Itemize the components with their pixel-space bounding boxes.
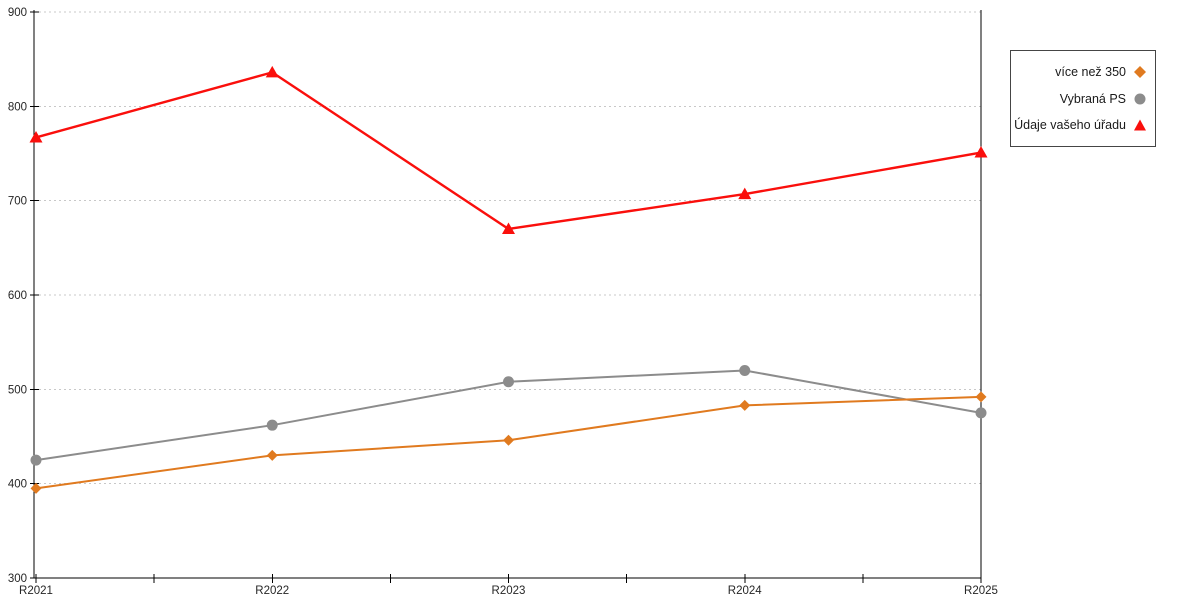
- legend-label: více než 350: [1055, 65, 1126, 79]
- y-tick-label: 600: [8, 290, 27, 302]
- legend: více než 350 Vybraná PS Údaje vašeho úřa…: [1010, 50, 1156, 147]
- y-tick-label: 500: [8, 384, 27, 396]
- x-tick-label: R2025: [964, 585, 998, 597]
- x-axis-ticks: R2021 R2022 R2023 R2024 R2025: [19, 574, 998, 597]
- y-axis-ticks: 300 400 500 600 700 800 900: [8, 7, 39, 585]
- y-tick-label: 300: [8, 573, 27, 585]
- diamond-marker-icon: [1133, 65, 1147, 79]
- y-tick-label: 700: [8, 196, 27, 208]
- legend-item-vice-nez-350: více než 350: [1017, 59, 1147, 85]
- circle-marker-icon: [1133, 92, 1147, 106]
- series-diamond: [30, 391, 987, 494]
- x-tick-label: R2023: [492, 585, 526, 597]
- axes: [33, 10, 982, 579]
- series-triangle: [29, 65, 988, 234]
- legend-label: Vybraná PS: [1059, 91, 1126, 106]
- legend-label: Údaje vašeho úřadu: [1014, 118, 1126, 132]
- legend-item-udaje-vaseho-uradu: Údaje vašeho úřadu: [1014, 112, 1147, 138]
- triangle-marker-icon: [1133, 118, 1147, 132]
- x-tick-label: R2021: [19, 585, 53, 597]
- legend-item-vybrana-ps: Vybraná PS: [1017, 86, 1147, 112]
- x-tick-label: R2022: [255, 585, 289, 597]
- y-tick-label: 800: [8, 101, 27, 113]
- x-tick-label: R2024: [728, 585, 762, 597]
- y-tick-label: 400: [8, 479, 27, 491]
- series-circle: [30, 364, 987, 466]
- y-tick-label: 900: [8, 7, 27, 19]
- gridlines: [34, 11, 981, 485]
